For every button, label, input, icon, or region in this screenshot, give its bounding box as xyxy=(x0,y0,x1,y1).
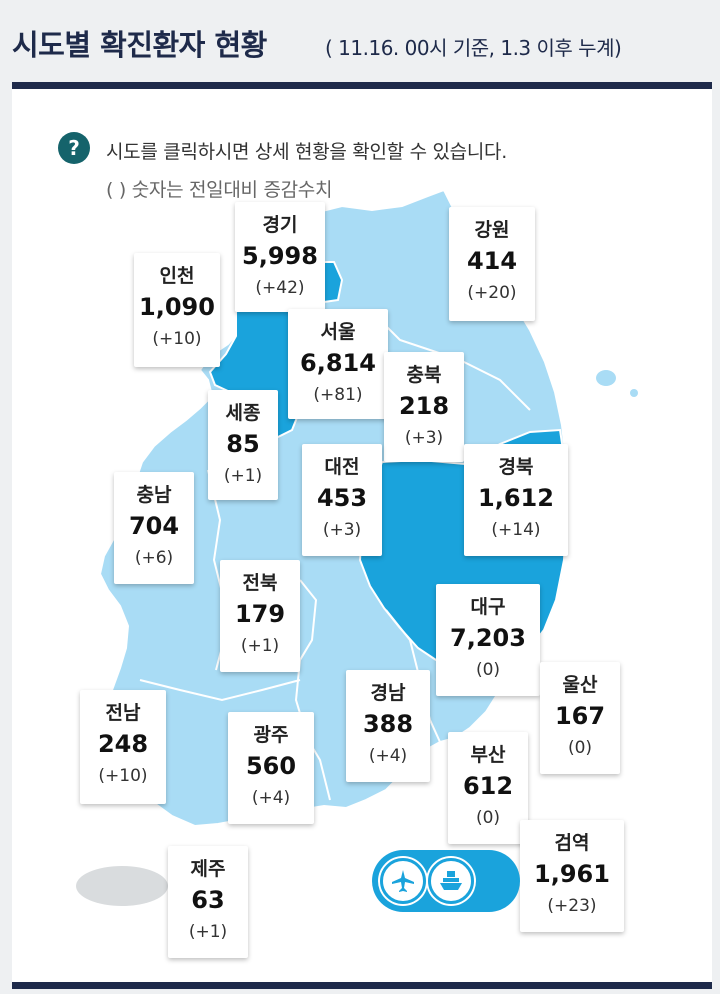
region-count: 453 xyxy=(316,484,368,512)
region-name: 울산 xyxy=(562,674,598,696)
region-card[interactable]: 전남 248 (+10) xyxy=(80,690,166,804)
region-count: 1,961 xyxy=(534,860,610,888)
region-card[interactable]: 충북 218 (+3) xyxy=(384,352,464,462)
region-count: 85 xyxy=(226,430,260,458)
region-name: 서울 xyxy=(320,321,356,343)
region-delta: (+42) xyxy=(255,278,305,298)
region-delta: (+4) xyxy=(368,746,408,766)
region-delta: (+4) xyxy=(251,788,291,808)
region-card[interactable]: 경북 1,612 (+14) xyxy=(464,444,568,556)
region-delta: (+3) xyxy=(322,520,362,540)
region-count: 560 xyxy=(245,752,297,780)
region-card[interactable]: 경기 5,998 (+42) xyxy=(235,202,325,312)
region-delta: (+1) xyxy=(223,466,263,486)
region-name: 대구 xyxy=(470,596,506,618)
region-name: 충북 xyxy=(406,364,442,386)
region-delta: (+10) xyxy=(98,766,148,786)
region-delta: (+20) xyxy=(467,283,517,303)
region-name: 광주 xyxy=(253,724,289,746)
region-name: 인천 xyxy=(159,265,195,287)
region-delta: (+3) xyxy=(404,428,444,448)
region-name: 전남 xyxy=(105,702,141,724)
transport-toggle[interactable] xyxy=(372,850,520,912)
region-count: 218 xyxy=(398,392,450,420)
region-delta: (+1) xyxy=(188,922,228,942)
region-name: 경북 xyxy=(498,456,534,478)
region-count: 179 xyxy=(234,600,286,628)
region-count: 167 xyxy=(554,702,606,730)
ship-button[interactable] xyxy=(428,858,474,904)
region-count: 7,203 xyxy=(450,624,526,652)
region-count: 1,612 xyxy=(478,484,554,512)
region-card[interactable]: 부산 612 (0) xyxy=(448,732,528,844)
help-text: 시도를 클릭하시면 상세 현황을 확인할 수 있습니다. xyxy=(106,141,507,163)
jeju-island xyxy=(76,866,168,906)
region-count: 63 xyxy=(191,886,225,914)
region-delta: (+1) xyxy=(240,636,280,656)
region-count: 414 xyxy=(466,247,518,275)
region-name: 강원 xyxy=(474,219,510,241)
region-card[interactable]: 전북 179 (+1) xyxy=(220,560,300,672)
region-card[interactable]: 서울 6,814 (+81) xyxy=(288,309,388,419)
region-name: 전북 xyxy=(242,572,278,594)
region-delta: (+23) xyxy=(547,896,597,916)
region-name: 검역 xyxy=(554,832,590,854)
region-count: 5,998 xyxy=(242,242,318,270)
region-delta: (0) xyxy=(475,808,501,828)
help-icon: ? xyxy=(58,132,90,164)
region-delta: (+14) xyxy=(491,520,541,540)
region-count: 1,090 xyxy=(139,293,215,321)
region-delta: (+10) xyxy=(152,329,202,349)
region-name: 경남 xyxy=(370,682,406,704)
region-name: 세종 xyxy=(225,402,261,424)
header: 시도별 확진환자 현황 ( 11.16. 00시 기준, 1.3 이후 누계) xyxy=(0,0,720,80)
region-card[interactable]: 강원 414 (+20) xyxy=(449,207,535,321)
region-name: 부산 xyxy=(470,744,506,766)
ulleungdo-island xyxy=(596,370,616,386)
region-card[interactable]: 대구 7,203 (0) xyxy=(436,584,540,696)
region-delta: (0) xyxy=(475,660,501,680)
dokdo-island xyxy=(630,389,638,397)
region-count: 612 xyxy=(462,772,514,800)
region-count: 6,814 xyxy=(300,349,376,377)
border-line xyxy=(139,679,301,702)
region-card[interactable]: 충남 704 (+6) xyxy=(114,472,194,584)
region-card[interactable]: 대전 453 (+3) xyxy=(302,444,382,556)
region-name: 경기 xyxy=(262,214,298,236)
region-count: 248 xyxy=(97,730,149,758)
region-name: 제주 xyxy=(190,858,226,880)
ship-icon xyxy=(440,871,462,890)
region-card[interactable]: 경남 388 (+4) xyxy=(346,670,430,782)
page-subtitle: ( 11.16. 00시 기준, 1.3 이후 누계) xyxy=(325,36,622,60)
region-count: 704 xyxy=(128,512,180,540)
region-delta: (0) xyxy=(567,738,593,758)
region-count: 388 xyxy=(362,710,414,738)
region-delta: (+81) xyxy=(313,385,363,405)
top-divider xyxy=(12,82,712,89)
page-title: 시도별 확진환자 현황 xyxy=(12,28,267,62)
region-card[interactable]: 울산 167 (0) xyxy=(540,662,620,774)
region-delta: (+6) xyxy=(134,548,174,568)
region-card[interactable]: 검역 1,961 (+23) xyxy=(520,820,624,932)
region-name: 충남 xyxy=(136,484,172,506)
region-card[interactable]: 인천 1,090 (+10) xyxy=(134,253,220,367)
region-card[interactable]: 광주 560 (+4) xyxy=(228,712,314,824)
region-card[interactable]: 제주 63 (+1) xyxy=(168,846,248,958)
bottom-divider xyxy=(12,982,712,989)
region-card[interactable]: 세종 85 (+1) xyxy=(208,390,278,500)
region-name: 대전 xyxy=(324,456,360,478)
airplane-button[interactable] xyxy=(380,858,426,904)
note-text: ( ) 숫자는 전일대비 증감수치 xyxy=(106,179,333,201)
airplane-icon xyxy=(392,870,414,892)
